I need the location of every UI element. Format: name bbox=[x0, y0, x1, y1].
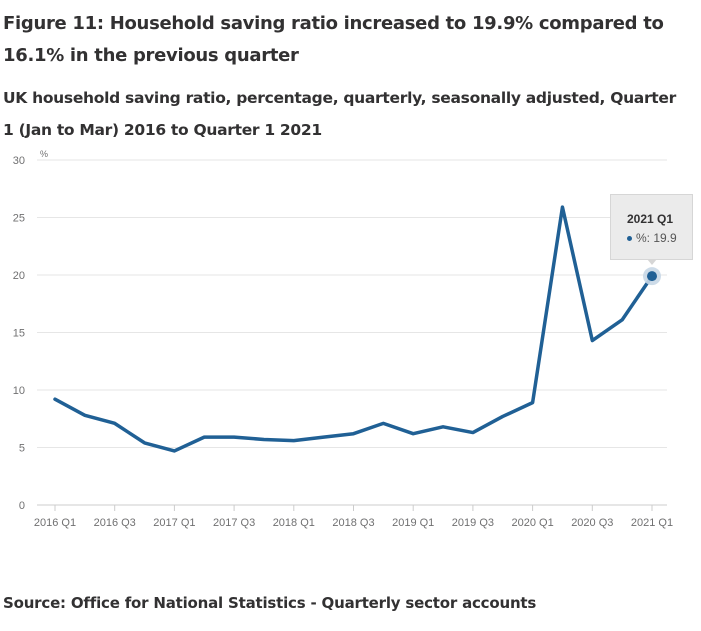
y-tick-label: 5 bbox=[19, 443, 25, 455]
x-tick-label: 2019 Q1 bbox=[392, 517, 434, 529]
highlight-marker bbox=[643, 267, 661, 286]
y-axis-ticks: 0 5 10 15 20 25 30 bbox=[13, 155, 25, 512]
series-line bbox=[53, 205, 654, 453]
y-tick-label: 25 bbox=[13, 213, 25, 225]
series-line-path bbox=[53, 205, 654, 453]
highlight-point bbox=[647, 271, 657, 282]
x-tick-label: 2020 Q3 bbox=[571, 517, 613, 529]
x-tick-label: 2020 Q1 bbox=[511, 517, 553, 529]
x-tick-label: 2017 Q3 bbox=[213, 517, 255, 529]
tooltip-title: 2021 Q1 bbox=[627, 212, 674, 226]
tooltip-pointer bbox=[647, 259, 657, 265]
x-tick-label: 2019 Q3 bbox=[452, 517, 494, 529]
tooltip-value: %: 19.9 bbox=[636, 231, 677, 245]
line-chart: 0 5 10 15 20 25 30 % 2016 Q1 2016 Q3 2017 Q1 2017… bbox=[13, 149, 673, 529]
y-tick-label: 10 bbox=[13, 385, 25, 397]
y-axis-unit-label: % bbox=[40, 149, 48, 159]
series-dot-icon bbox=[627, 236, 632, 242]
y-tick-label: 30 bbox=[13, 155, 25, 167]
x-tick-label: 2016 Q3 bbox=[94, 517, 136, 529]
figure-title: Figure 11: Household saving ratio increa… bbox=[3, 13, 664, 66]
x-tick-label: 2017 Q1 bbox=[153, 517, 195, 529]
x-tick-label: 2018 Q1 bbox=[273, 517, 315, 529]
x-tick-label: 2021 Q1 bbox=[631, 517, 673, 529]
x-axis: 2016 Q1 2016 Q3 2017 Q1 2017 Q3 2018 Q1 2018 … bbox=[34, 505, 673, 529]
tooltip: 2021 Q1 %: 19.9 bbox=[610, 194, 693, 260]
x-tick-label: 2016 Q1 bbox=[34, 517, 76, 529]
figure-subtitle: UK household saving ratio, percentage, q… bbox=[3, 89, 676, 139]
x-tick-label: 2018 Q3 bbox=[332, 517, 374, 529]
y-tick-label: 15 bbox=[13, 328, 25, 340]
gridlines bbox=[37, 159, 667, 506]
source-note: Source: Office for National Statistics -… bbox=[3, 594, 537, 612]
y-tick-label: 0 bbox=[19, 500, 25, 512]
tooltip-value-line: %: 19.9 bbox=[627, 231, 677, 245]
y-tick-label: 20 bbox=[13, 270, 25, 282]
